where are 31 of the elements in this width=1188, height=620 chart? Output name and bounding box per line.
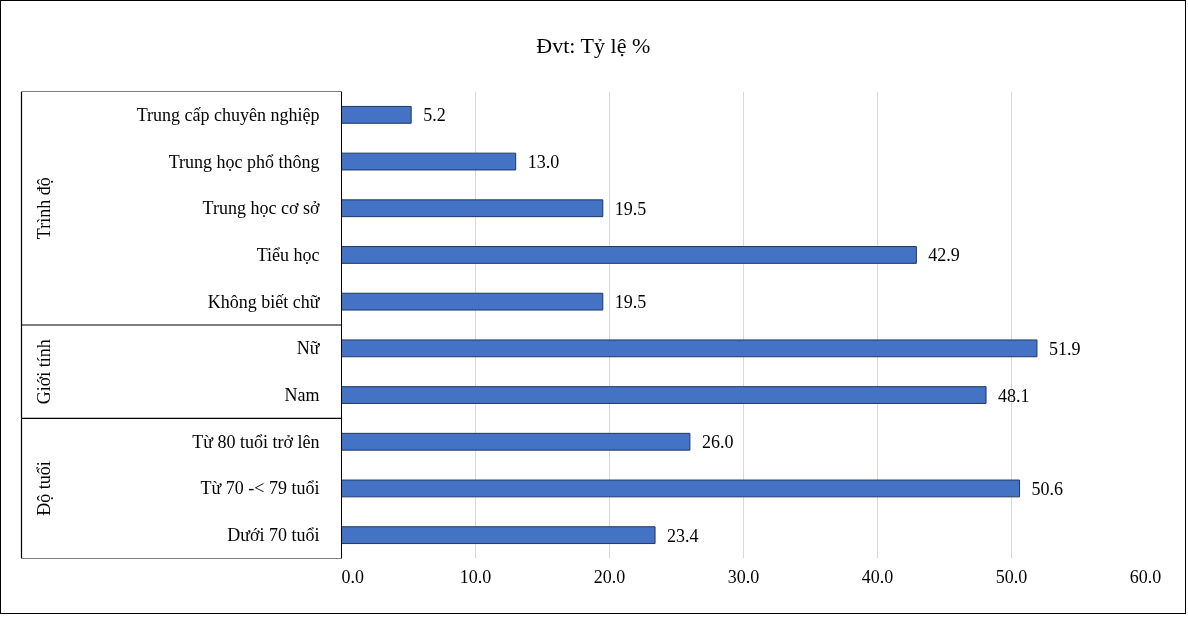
x-tick-label: 40.0 bbox=[861, 566, 894, 587]
y-tick-label: Trung cấp chuyên nghiệp bbox=[136, 104, 320, 125]
data-label: 5.2 bbox=[423, 105, 446, 126]
y-tick-label: Trung học phổ thông bbox=[168, 151, 320, 172]
data-label: 26.0 bbox=[701, 432, 734, 453]
y-tick-label: Không biết chữ bbox=[207, 291, 321, 312]
data-label: 19.5 bbox=[614, 198, 647, 219]
data-label: 42.9 bbox=[928, 245, 960, 266]
text: Độ tuổi bbox=[33, 461, 54, 516]
x-tick-label: 30.0 bbox=[727, 566, 760, 587]
y-tick-label: Nam bbox=[284, 385, 320, 406]
x-tick-label: 10.0 bbox=[459, 566, 492, 587]
y-tick-label: Trung học cơ sở bbox=[202, 198, 320, 219]
x-tick-label: 60.0 bbox=[1129, 566, 1162, 587]
text: Trình độ bbox=[33, 177, 54, 240]
data-label: 50.6 bbox=[1031, 478, 1064, 499]
data-label: 51.9 bbox=[1048, 338, 1081, 359]
y-tick-label: Dưới 70 tuổi bbox=[227, 525, 320, 546]
y-tick-label: Từ 70 -< 79 tuổi bbox=[200, 478, 320, 499]
y-tick-label: Từ 80 tuổi trở lên bbox=[192, 431, 320, 452]
x-tick-label: 0.0 bbox=[341, 566, 364, 587]
data-label: 48.1 bbox=[998, 385, 1030, 406]
text: Giới tính bbox=[33, 339, 54, 405]
chart-title: Đvt: Tỷ lệ % bbox=[536, 33, 651, 58]
y-tick-label: Tiểu học bbox=[256, 244, 320, 265]
x-tick-label: 50.0 bbox=[995, 566, 1028, 587]
y-tick-label: Nữ bbox=[296, 338, 321, 359]
data-label: 13.0 bbox=[527, 152, 560, 173]
x-tick-label: 20.0 bbox=[593, 566, 626, 587]
data-label: 19.5 bbox=[614, 292, 647, 313]
data-label: 23.4 bbox=[667, 525, 699, 546]
